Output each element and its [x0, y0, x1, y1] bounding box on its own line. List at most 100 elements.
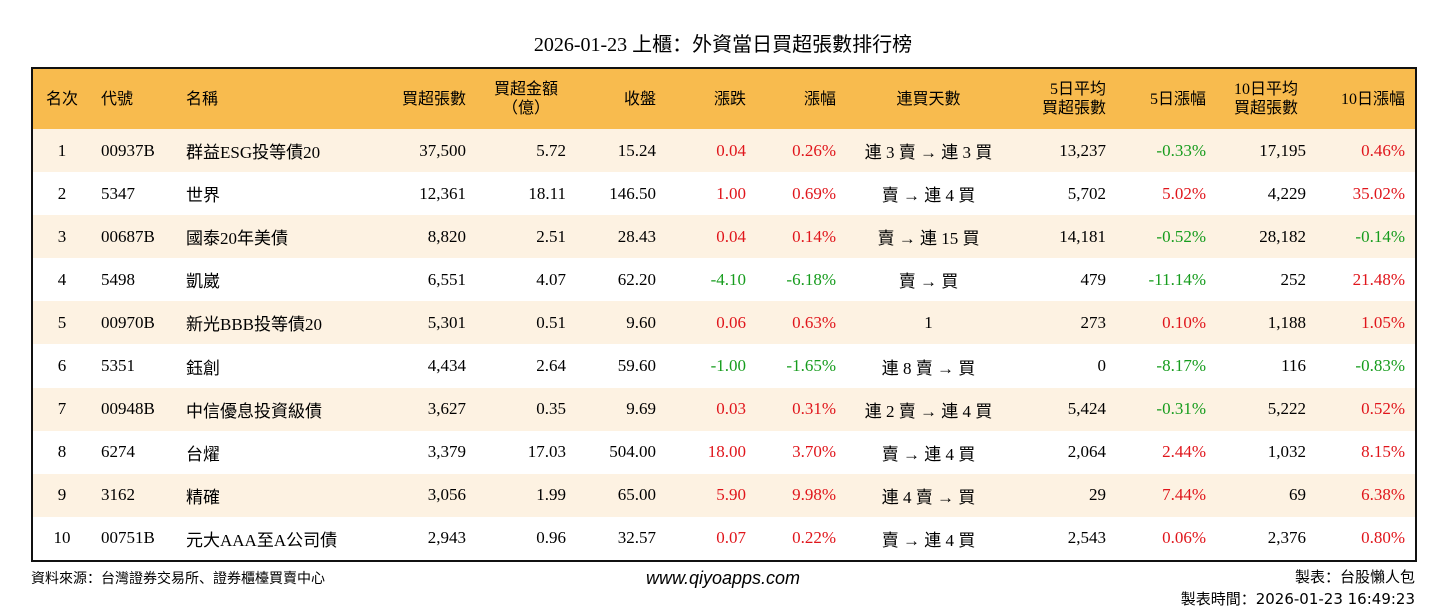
table-cell: 5	[32, 301, 91, 345]
table-cell: 3,379	[427, 442, 466, 462]
table-cell: 0.80%	[1361, 528, 1405, 548]
table-cell: 賣 → 買	[898, 272, 959, 292]
header-line: 買超張數	[1233, 100, 1298, 117]
table-cell: 8.15%	[1361, 442, 1405, 462]
table-cell: 賣 → 連 15 買	[846, 215, 1011, 259]
table-body: 1 00937B 群益ESG投等債20 37,500 5.72 15.24 0.04 0.26…	[32, 129, 1416, 561]
table-cell: 10	[53, 528, 71, 548]
table-cell: 3,056	[371, 473, 476, 517]
table-cell: 連 4 賣 → 買	[846, 473, 1011, 517]
column-header: 5日漲幅	[1116, 68, 1216, 129]
table-cell: 1.05%	[1316, 301, 1416, 345]
table-cell: 69	[1216, 473, 1316, 517]
table-cell: 9.98%	[756, 473, 846, 517]
column-header: 漲幅	[756, 68, 846, 129]
table-row: 2 5347 世界 12,361 18.11 146.50 1.00 0.69% 賣 → 連 4…	[32, 172, 1416, 215]
table-cell: 2	[57, 183, 67, 203]
table-cell: 5351	[101, 356, 135, 376]
table-cell: -0.14%	[1316, 215, 1416, 259]
table-cell: 4,229	[1267, 183, 1306, 203]
table-cell: 2,376	[1267, 528, 1306, 548]
table-cell: 15.24	[576, 129, 666, 173]
table-cell: 5347	[101, 183, 135, 203]
table-cell: 0.04	[666, 215, 756, 259]
table-cell: -6.18%	[786, 269, 836, 289]
table-cell: 0.03	[666, 387, 756, 431]
table-cell: 世界	[186, 186, 220, 206]
table-cell: 5.72	[476, 129, 576, 173]
column-header: 連買天數	[846, 68, 1011, 129]
table-row: 4 5498 凱崴 6,551 4.07 62.20 -4.10 -6.18% 賣 → 買 479…	[32, 258, 1416, 301]
table-cell: 0.96	[536, 528, 566, 548]
table-cell: 2,943	[427, 528, 466, 548]
table-cell: 37,500	[371, 129, 476, 173]
table-cell: 8,820	[371, 215, 476, 259]
column-header: 買超金額 （億）	[476, 68, 576, 129]
table-cell: 6.38%	[1316, 473, 1416, 517]
table-cell: 0.52%	[1316, 387, 1416, 431]
table-cell: 0.69%	[792, 183, 836, 203]
table-cell: 2,064	[1067, 442, 1106, 462]
table-cell: 00937B	[91, 129, 176, 173]
table-cell: 4,434	[427, 356, 466, 376]
column-header: 收盤	[576, 68, 666, 129]
table-cell: 凱崴	[186, 272, 220, 292]
table-cell: 18.11	[528, 183, 566, 203]
table-cell: 116	[1281, 356, 1306, 376]
table-cell: 3.70%	[792, 442, 836, 462]
table-cell: 1.00	[716, 183, 746, 203]
table-cell: 0.06	[666, 301, 756, 345]
table-cell: 0.22%	[792, 528, 836, 548]
table-cell: 1.99	[476, 473, 576, 517]
table-cell: 6274	[101, 442, 135, 462]
table-cell: 9	[32, 473, 91, 517]
table-cell: 12,361	[419, 183, 466, 203]
ranking-table: 名次 代號 名稱 買超張數 買超金額 （億） 收盤 漲跌 漲幅 連買天數 5日平均 買超張數 5日漲幅 1…	[31, 67, 1417, 562]
table-row: 3 00687B 國泰20年美債 8,820 2.51 28.43 0.04 0.14% 賣 →…	[32, 215, 1416, 259]
table-cell: 0.35	[476, 387, 576, 431]
header-row: 名次 代號 名稱 買超張數 買超金額 （億） 收盤 漲跌 漲幅 連買天數 5日平均 買超張數 5日漲幅 1…	[32, 68, 1416, 129]
website: www.qiyoapps.com	[645, 568, 801, 588]
maker: 製表：台股懶人包	[1294, 568, 1415, 586]
table-cell: 00751B	[101, 528, 155, 548]
table-cell: 3,627	[371, 387, 476, 431]
table-cell: 精確	[176, 473, 371, 517]
table-cell: 4.07	[536, 269, 566, 289]
column-header: 買超張數	[371, 68, 476, 129]
header-line: 10日平均	[1233, 81, 1298, 98]
table-cell: 5,301	[371, 301, 476, 345]
table-cell: 新光BBB投等債20	[176, 301, 371, 345]
source: 資料來源：台灣證券交易所、證券櫃檯買賣中心	[31, 571, 325, 587]
table-cell: 9.60	[576, 301, 666, 345]
table-cell: -11.14%	[1148, 269, 1206, 289]
table-cell: 0.63%	[756, 301, 846, 345]
table-cell: 5.90	[666, 473, 756, 517]
table-cell: 連 8 賣 → 買	[881, 358, 976, 378]
table-row: 8 6274 台燿 3,379 17.03 504.00 18.00 3.70% 賣 → 連 4…	[32, 431, 1416, 474]
table-cell: 35.02%	[1352, 183, 1405, 203]
column-header: 5日平均 買超張數	[1011, 68, 1116, 129]
table-cell: 0.06%	[1162, 528, 1206, 548]
title: 2026-01-23 上櫃：外資當日買超張數排行榜	[533, 34, 913, 56]
table-cell: -1.65%	[786, 356, 836, 376]
column-header: 名稱	[176, 68, 371, 129]
table-cell: 7	[32, 387, 91, 431]
table-cell: 0.14%	[756, 215, 846, 259]
table-cell: 1	[846, 301, 1011, 345]
header-line: 買超張數	[1041, 100, 1106, 117]
table-cell: 32.57	[617, 528, 656, 548]
table-cell: -1.00	[710, 356, 746, 376]
table-cell: 5,424	[1011, 387, 1116, 431]
table-cell: -0.33%	[1116, 129, 1216, 173]
column-header: 10日漲幅	[1316, 68, 1416, 129]
table-cell: 連 2 賣 → 連 4 買	[846, 387, 1011, 431]
table-cell: 元大AAA至A公司債	[186, 530, 338, 550]
table-cell: 5,702	[1067, 183, 1106, 203]
table-cell: 0.07	[716, 528, 746, 548]
table-cell: -0.83%	[1355, 356, 1405, 376]
column-header: 漲跌	[666, 68, 756, 129]
table-cell: -0.52%	[1116, 215, 1216, 259]
table-cell: -8.17%	[1156, 356, 1206, 376]
